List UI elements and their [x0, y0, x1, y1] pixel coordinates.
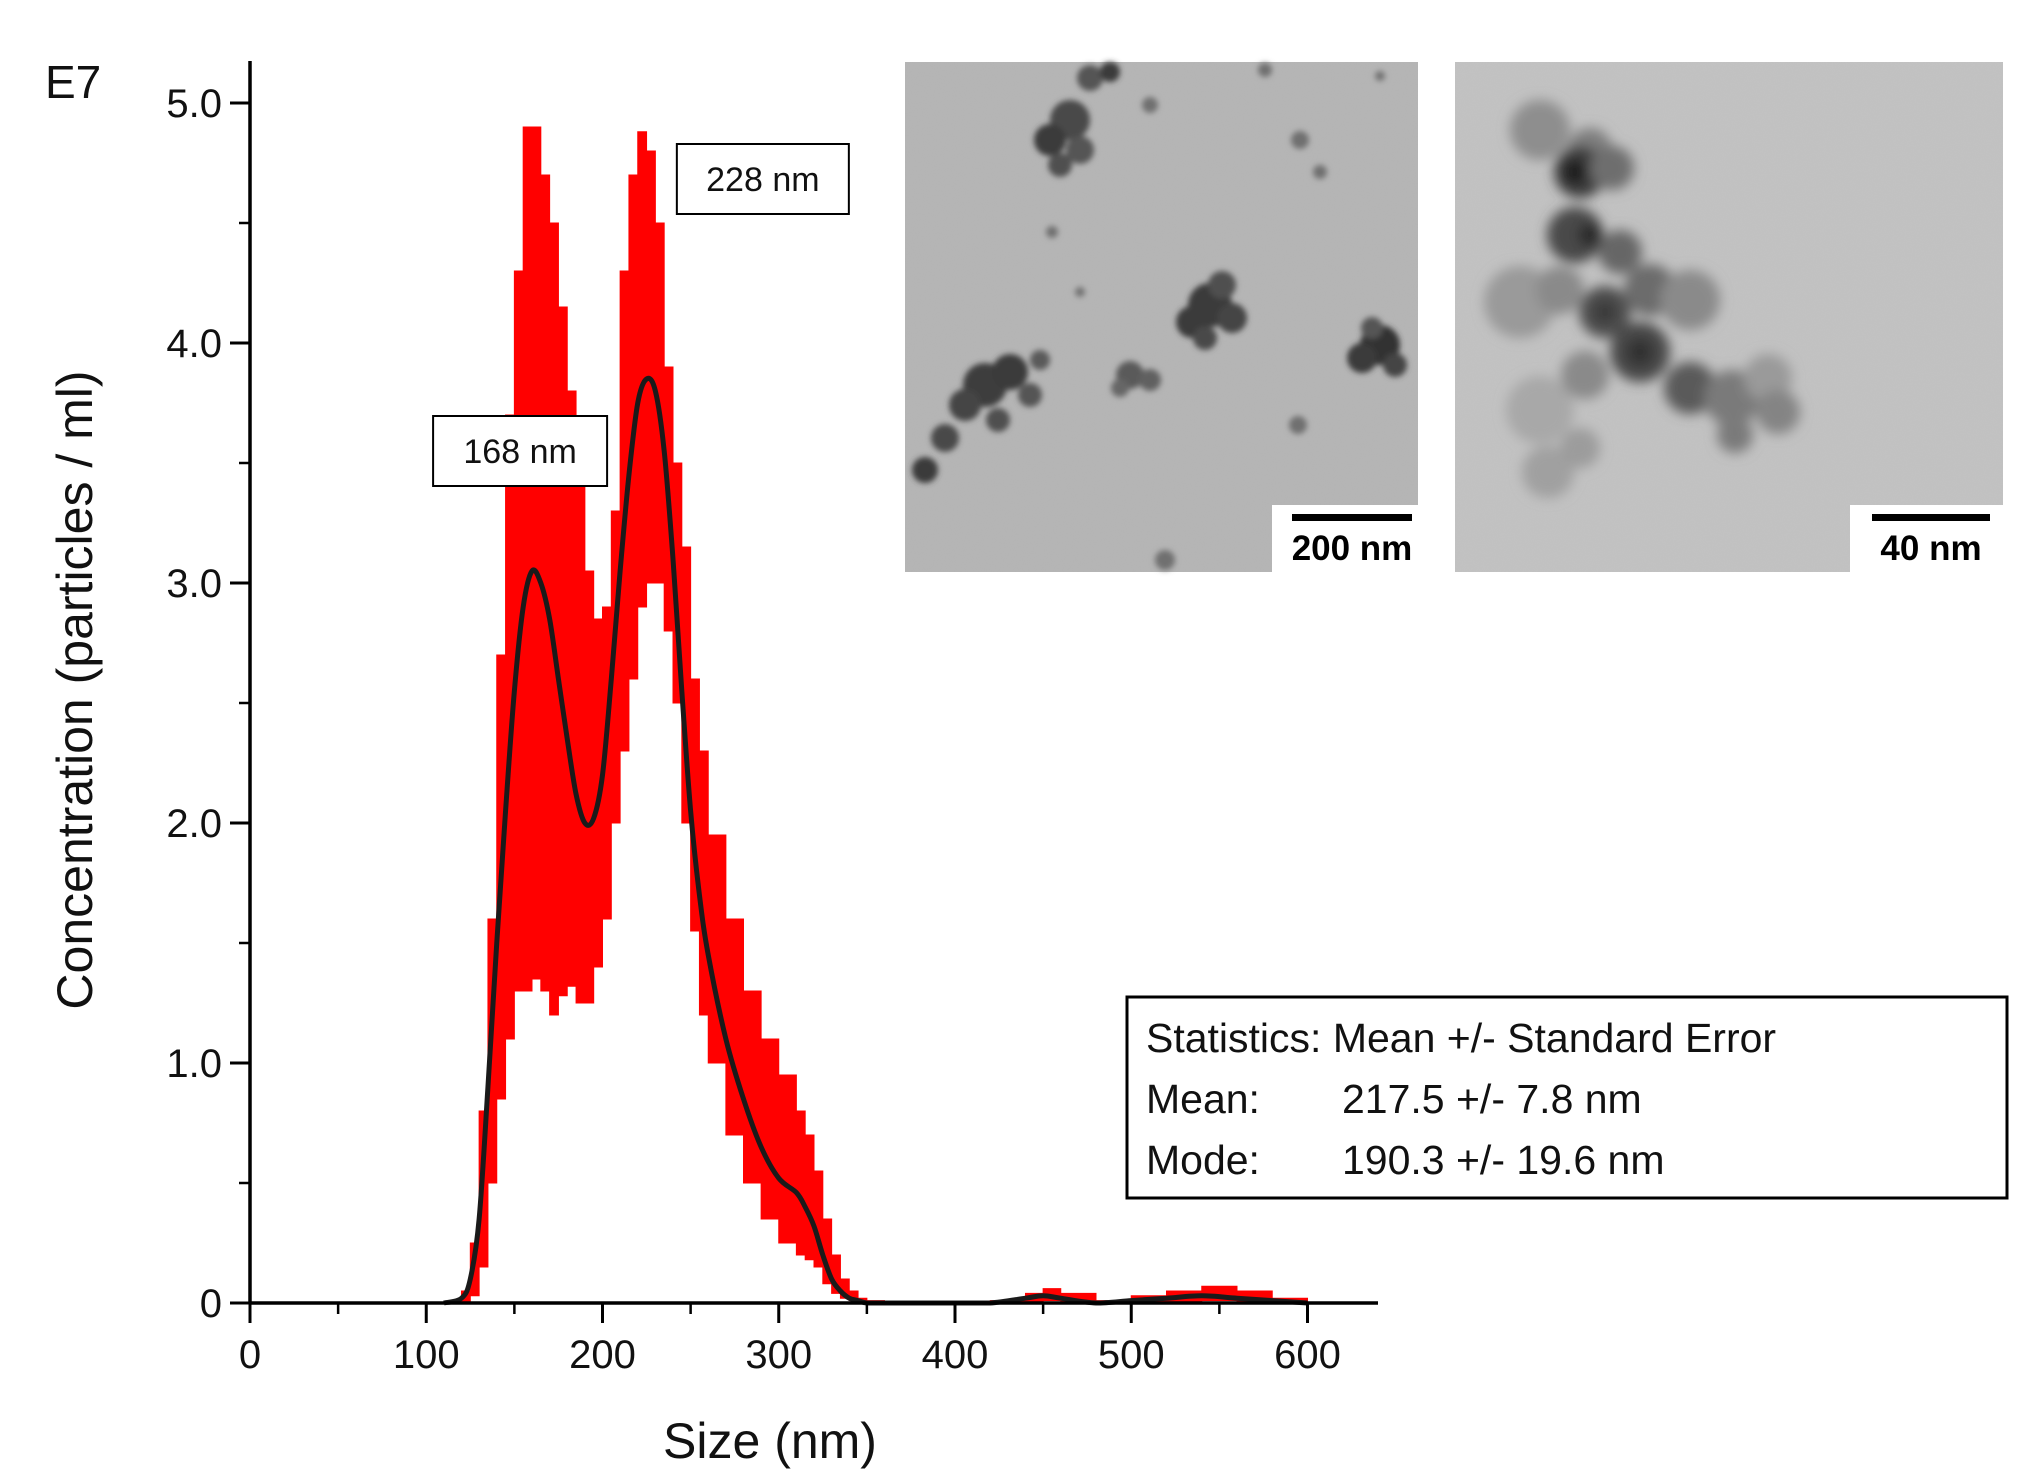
y-tick-label: 4.0: [166, 322, 222, 366]
x-tick-label: 100: [393, 1333, 460, 1377]
x-tick-label: 500: [1098, 1333, 1165, 1377]
peak-label-box: [675, 143, 850, 215]
stats-mean-label: Mean:: [1146, 1076, 1260, 1122]
tick-labels: 0 100 200 300 400 500 600 0 1.0 2.0 3.0 4.0 5.0: [166, 82, 1340, 1377]
axes: [230, 61, 1378, 1323]
stats-heading: Statistics: Mean +/- Standard Error: [1146, 1015, 1776, 1061]
x-tick-label: 600: [1274, 1333, 1341, 1377]
scale-bar-label-right: 40 nm: [1880, 529, 1981, 568]
tem-image-left: 200 nm: [905, 62, 1418, 572]
x-tick-label: 200: [569, 1333, 636, 1377]
peak-label: 168 nm: [463, 433, 576, 471]
particle-cluster: [1111, 361, 1161, 397]
statistics-box: Statistics: Mean +/- Standard Error Mean…: [1125, 995, 2009, 1200]
peak-label-box: [432, 415, 609, 487]
plot-area: 0 100 200 300 400 500 600 0 1.0 2.0 3.0 4.0 5.0 168 …: [166, 61, 1378, 1377]
particle-cluster: [1484, 100, 1800, 498]
stats-mean-value: 217.5 +/- 7.8 nm: [1342, 1076, 1642, 1122]
x-axis-label: Size (nm): [663, 1413, 877, 1469]
x-tick-label: 0: [239, 1333, 261, 1377]
stats-mode-label: Mode:: [1146, 1137, 1260, 1183]
peak-annotations: 168 nm 228 nm: [432, 143, 850, 487]
particle-cluster: [1034, 62, 1120, 177]
y-tick-label: 2.0: [166, 802, 222, 846]
stats-mode-value: 190.3 +/- 19.6 nm: [1342, 1137, 1665, 1183]
particle-cluster: [1176, 271, 1247, 350]
peak-label: 228 nm: [706, 161, 819, 199]
y-tick-label: 5.0: [166, 82, 222, 126]
x-tick-label: 300: [745, 1333, 812, 1377]
scale-bar-label-left: 200 nm: [1292, 529, 1413, 568]
y-axis-label: Concentration (particles / ml): [47, 370, 103, 1009]
y-tick-label: 0: [200, 1282, 222, 1326]
particle-cluster: [1347, 317, 1407, 377]
y-tick-label: 3.0: [166, 562, 222, 606]
tem-image-right: 40 nm: [1455, 62, 2003, 572]
x-tick-label: 400: [922, 1333, 989, 1377]
panel-label: E7: [45, 56, 101, 108]
y-tick-label: 1.0: [166, 1042, 222, 1086]
particle-cluster: [912, 350, 1050, 483]
